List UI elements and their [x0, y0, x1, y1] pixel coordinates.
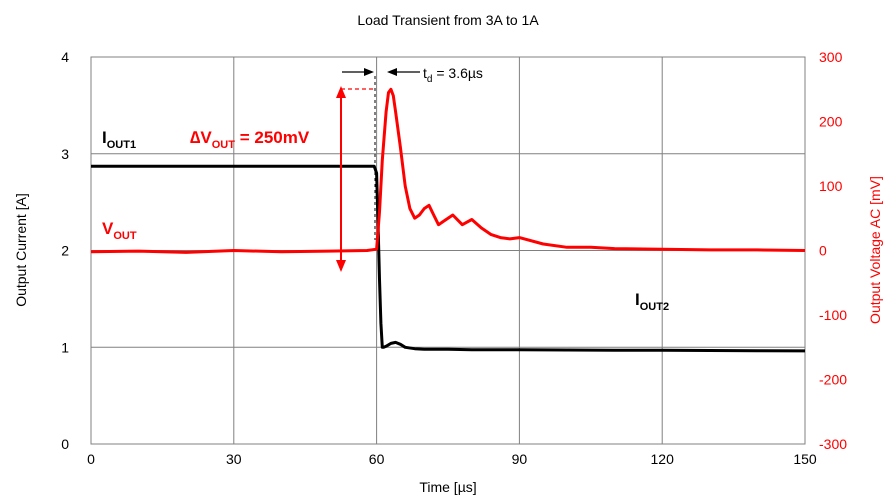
x-tick-label: 30: [226, 451, 242, 467]
chart-title: Load Transient from 3A to 1A: [357, 12, 539, 28]
x-tick-label: 90: [512, 451, 528, 467]
right-tick-label: 100: [819, 178, 843, 194]
right-tick-label: -200: [819, 372, 847, 388]
td-arrow-right-icon: [364, 68, 374, 76]
right-tick-label: 300: [819, 49, 843, 65]
x-tick-label: 120: [651, 451, 675, 467]
x-tick-label: 150: [793, 451, 817, 467]
left-tick-label: 1: [61, 339, 69, 355]
left-tick-label: 3: [61, 146, 69, 162]
left-tick-label: 2: [61, 243, 69, 259]
right-tick-label: -300: [819, 436, 847, 452]
series-lines: [90, 87, 806, 353]
x-tick-label: 0: [87, 451, 95, 467]
right-axis-ticks: -300 -200 -100 0 100 200 300: [819, 49, 847, 452]
delta-v-arrow-up-icon: [336, 86, 346, 98]
left-tick-label: 0: [61, 436, 69, 452]
iout1-label: IOUT1: [102, 128, 136, 151]
td-annotation: td = 3.6µs: [342, 65, 483, 240]
right-tick-label: -100: [819, 307, 847, 323]
left-axis-label: Output Current [A]: [13, 193, 29, 307]
x-axis-label: Time [µs]: [419, 479, 476, 495]
vout-label: VOUT: [102, 219, 137, 242]
left-axis-ticks: 0 1 2 3 4: [61, 49, 69, 452]
x-tick-label: 60: [369, 451, 385, 467]
delta-v-label: ∆VOUT = 250mV: [190, 128, 310, 151]
right-tick-label: 200: [819, 114, 843, 130]
series-line-iout: [91, 164, 806, 353]
right-axis-label: Output Voltage AC [mV]: [867, 176, 883, 324]
right-tick-label: 0: [819, 243, 827, 259]
td-label: td = 3.6µs: [423, 65, 483, 85]
delta-v-arrow-down-icon: [336, 260, 346, 272]
x-axis-ticks: 0 30 60 90 120 150: [87, 451, 817, 467]
iout2-label: IOUT2: [635, 290, 669, 313]
delta-v-annotation: ∆VOUT = 250mV: [190, 86, 375, 272]
td-arrow-left-icon: [387, 68, 397, 76]
left-tick-label: 4: [61, 49, 69, 65]
series-line-vout: [90, 87, 806, 254]
